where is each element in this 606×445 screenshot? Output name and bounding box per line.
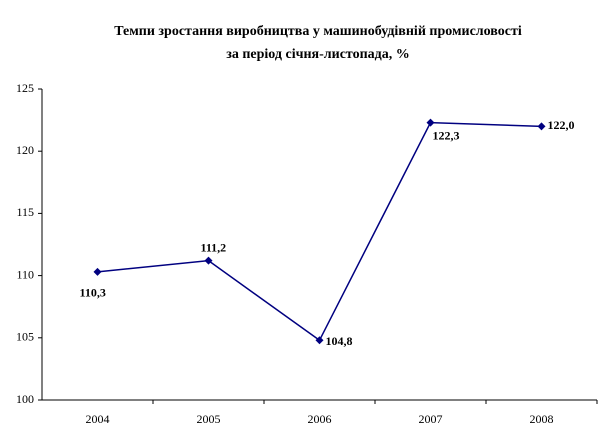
y-tick-label: 115 (16, 205, 34, 219)
y-tick-label: 100 (16, 392, 34, 406)
value-label: 122,3 (433, 128, 460, 142)
x-tick-label: 2008 (530, 412, 554, 426)
chart-title: за період січня-листопада, % (226, 47, 410, 62)
x-tick-label: 2005 (197, 412, 221, 426)
y-tick-label: 125 (16, 81, 34, 95)
marker (315, 336, 324, 345)
value-label: 104,8 (326, 334, 353, 348)
y-tick-label: 110 (16, 267, 34, 281)
x-tick-label: 2006 (308, 412, 332, 426)
x-tick-label: 2007 (419, 412, 443, 426)
line (97, 121, 542, 342)
chart-title: Темпи зростання виробництва у машинобуді… (114, 24, 522, 39)
y-tick-label: 120 (16, 143, 34, 157)
marker (93, 267, 102, 276)
marker (204, 256, 213, 265)
y-tick-label: 105 (16, 330, 34, 344)
value-label: 111,2 (201, 240, 227, 254)
x-tick-label: 2004 (86, 412, 110, 426)
marker (537, 122, 546, 131)
marker (426, 118, 435, 127)
value-label: 122,0 (548, 118, 575, 132)
value-label: 110,3 (80, 286, 106, 300)
